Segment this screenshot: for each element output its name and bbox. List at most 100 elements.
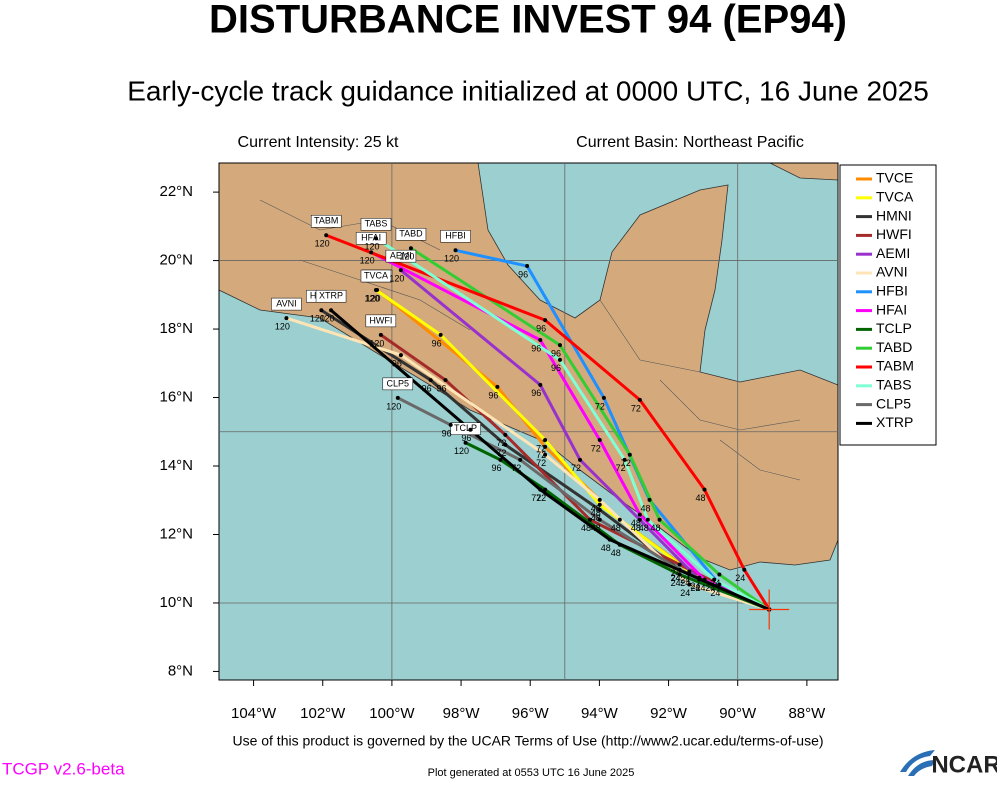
track-point: [687, 582, 692, 587]
logo: NCAR: [931, 751, 997, 778]
legend-label: TABD: [876, 339, 912, 355]
track-point: [677, 567, 682, 572]
track-tag: TABD: [399, 229, 423, 239]
hour-label: 120: [389, 274, 404, 284]
logo-swoosh: [900, 750, 935, 776]
track-point: [538, 487, 543, 492]
x-tick-label: 98°W: [443, 705, 481, 722]
hour-label: 48: [611, 548, 621, 558]
track-point: [717, 582, 722, 587]
hour-label: 48: [601, 543, 611, 553]
basin: Current Basin: Northeast Pacific: [576, 134, 804, 151]
hour-label: 96: [536, 324, 546, 334]
land: [219, 163, 838, 571]
track-point: [597, 507, 602, 512]
hour-label: 72: [631, 403, 641, 413]
track-tag-box: [382, 377, 414, 391]
hour-label: 24: [705, 583, 715, 593]
track-tag-box: [395, 228, 427, 241]
track-point: [495, 384, 500, 389]
hour-label: 120: [364, 242, 379, 252]
track-point: [657, 517, 662, 522]
track-tag: AEMI: [390, 251, 412, 261]
track-point: [742, 567, 747, 572]
hour-label: 24: [671, 578, 681, 588]
borders: [259, 199, 801, 481]
hour-label: 24: [735, 573, 745, 583]
track-point: [398, 268, 403, 273]
track-point: [702, 487, 707, 492]
hour-label: 48: [591, 523, 601, 533]
hour-label: 120: [386, 401, 401, 411]
track-tag: HFAI: [361, 233, 381, 243]
hour-label: 120: [320, 314, 335, 324]
track-tag: TABM: [314, 216, 338, 226]
track-line: [325, 233, 771, 611]
hour-label: 72: [496, 438, 506, 448]
hour-label: 120: [275, 321, 290, 331]
track-tag: CLP5: [387, 378, 410, 388]
track-point: [503, 442, 508, 447]
legend: TVCE TVCA HMNI HWFI AEMI AVNI HFBI HFAI TCLP TABD…: [856, 170, 914, 430]
hour-label: 48: [651, 523, 661, 533]
y-tick-label: 10°N: [159, 594, 193, 611]
hour-label: 96: [461, 433, 471, 443]
hour-label: 120: [366, 293, 381, 303]
track-line: [379, 333, 770, 611]
hour-label: 96: [491, 463, 501, 473]
hour-label: 72: [536, 458, 546, 468]
track-point: [597, 497, 602, 502]
track-point: [588, 517, 593, 522]
track-point: [369, 250, 374, 255]
hour-label: 24: [680, 578, 690, 588]
x-tick-label: 94°W: [581, 705, 619, 722]
track-point: [543, 437, 548, 442]
hour-label: 72: [536, 450, 546, 460]
legend-label: HWFI: [876, 226, 912, 242]
track-tag-box: [360, 218, 392, 231]
hour-label: 48: [611, 523, 621, 533]
hour-label: 120: [364, 293, 379, 303]
track-tag-box: [315, 289, 347, 303]
track-tag-box: [450, 422, 481, 435]
track-point: [373, 236, 378, 241]
track-tag-box: [355, 232, 387, 245]
y-tick-label: 14°N: [159, 457, 193, 474]
legend-label: TABM: [876, 358, 914, 374]
track-point: [468, 427, 473, 432]
track-point: [607, 537, 612, 542]
hour-label: 96: [531, 343, 541, 353]
hour-label: 72: [496, 448, 506, 458]
legend-label: TVCE: [876, 170, 913, 186]
track-point: [617, 517, 622, 522]
track-point: [597, 502, 602, 507]
hour-label: 24: [690, 581, 700, 591]
x-tick-label: 100°W: [369, 705, 415, 722]
hour-label: 96: [531, 388, 541, 398]
generated: Plot generated at 0553 UTC 16 June 2025: [428, 767, 635, 779]
hour-label: 24: [690, 583, 700, 593]
hour-label: 24: [680, 588, 690, 598]
track-line: [330, 309, 770, 611]
track-tag: HWFI: [369, 315, 392, 325]
island: [769, 163, 838, 181]
track-tag: XTRP: [319, 291, 343, 301]
track-line: [410, 246, 771, 611]
track-point: [503, 432, 508, 437]
track-point: [373, 288, 378, 293]
track-point: [324, 233, 329, 238]
hour-label: 120: [454, 446, 469, 456]
y-tick-label: 8°N: [168, 662, 193, 679]
track-line: [464, 441, 770, 611]
track-point: [617, 542, 622, 547]
y-tick-label: 12°N: [159, 525, 193, 542]
map-background: [218, 162, 839, 681]
hour-label: 48: [591, 508, 601, 518]
track-point: [702, 577, 707, 582]
track-point: [717, 572, 722, 577]
track-tag: TCLP: [454, 423, 477, 433]
track-point: [637, 397, 642, 402]
hour-label: 24: [696, 583, 706, 593]
track-point: [398, 353, 403, 358]
track-point: [677, 562, 682, 567]
